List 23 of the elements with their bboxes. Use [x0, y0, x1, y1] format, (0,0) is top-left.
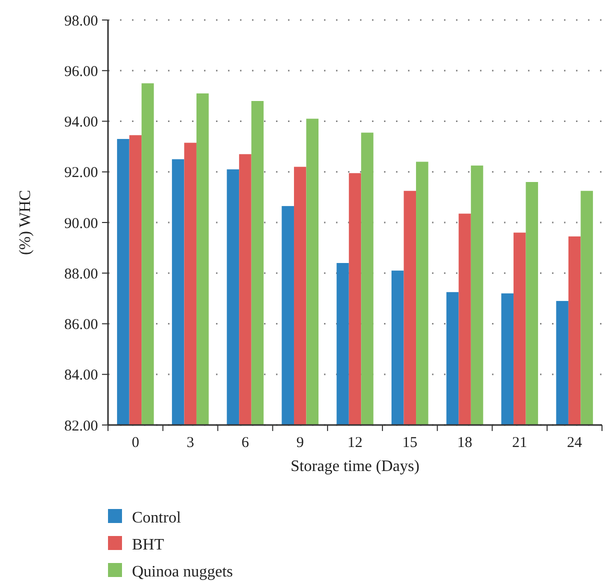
legend-label: Quinoa nuggets: [132, 564, 233, 581]
legend-label: BHT: [132, 536, 164, 554]
y-tick-label: 98.00: [64, 13, 98, 30]
y-tick-label: 84.00: [64, 368, 98, 384]
x-tick-label: 21: [512, 435, 528, 451]
y-axis-title: (%) WHC: [17, 190, 34, 256]
y-tick-label: 86.00: [64, 317, 98, 333]
x-axis-title: Storage time (Days): [290, 458, 420, 475]
x-tick-label: 6: [241, 435, 250, 451]
y-tick-label: 90.00: [64, 216, 98, 232]
y-tick-label: 92.00: [64, 165, 98, 182]
x-tick-label: 3: [186, 435, 194, 451]
y-tick-label: 82.00: [64, 418, 98, 434]
x-tick-label: 24: [567, 435, 583, 451]
y-tick-label: 96.00: [64, 64, 98, 80]
x-tick-label: 15: [402, 435, 418, 451]
x-tick-label: 12: [348, 435, 362, 451]
x-tick-label: 0: [132, 435, 140, 451]
y-tick-label: 88.00: [64, 266, 98, 282]
legend-label: Control: [132, 510, 182, 527]
x-tick-label: 18: [457, 435, 472, 451]
x-tick-label: 9: [296, 435, 304, 451]
y-tick-label: 94.00: [64, 114, 98, 130]
